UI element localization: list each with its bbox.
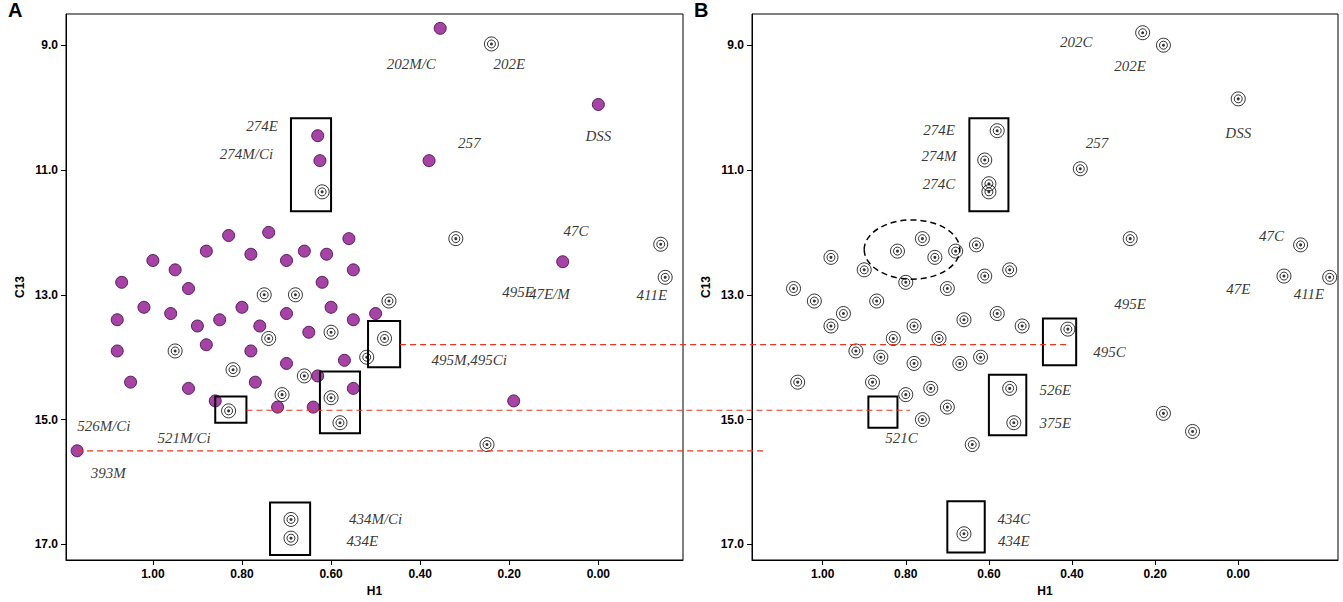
- svg-text:47E/M: 47E/M: [529, 286, 571, 302]
- svg-text:202C: 202C: [1060, 34, 1094, 50]
- svg-text:0.80: 0.80: [230, 567, 254, 581]
- svg-text:202E: 202E: [493, 56, 525, 72]
- svg-text:11.0: 11.0: [721, 163, 744, 177]
- svg-text:9.0: 9.0: [727, 38, 744, 52]
- svg-text:495C: 495C: [1093, 344, 1127, 360]
- svg-text:0.40: 0.40: [1060, 567, 1084, 581]
- svg-text:495M,495Ci: 495M,495Ci: [431, 352, 506, 368]
- svg-text:257: 257: [458, 135, 482, 151]
- svg-text:0.60: 0.60: [319, 567, 343, 581]
- svg-text:0.20: 0.20: [1143, 567, 1167, 581]
- svg-text:13.0: 13.0: [721, 288, 745, 302]
- svg-text:434E: 434E: [998, 533, 1030, 549]
- svg-text:274M: 274M: [922, 148, 959, 164]
- svg-text:526M/Ci: 526M/Ci: [77, 418, 130, 434]
- svg-text:393M: 393M: [90, 465, 128, 481]
- svg-text:434C: 434C: [998, 511, 1032, 527]
- svg-text:47C: 47C: [564, 223, 590, 239]
- svg-text:521M/Ci: 521M/Ci: [157, 430, 210, 446]
- svg-text:0.40: 0.40: [408, 567, 432, 581]
- svg-text:15.0: 15.0: [721, 413, 745, 427]
- svg-text:434E: 434E: [346, 533, 378, 549]
- svg-text:A: A: [8, 0, 22, 21]
- svg-text:B: B: [694, 0, 708, 21]
- svg-text:H1: H1: [1037, 584, 1053, 598]
- svg-text:0.00: 0.00: [587, 567, 611, 581]
- svg-text:274E: 274E: [923, 122, 955, 138]
- svg-text:274C: 274C: [923, 176, 957, 192]
- svg-text:17.0: 17.0: [35, 537, 59, 551]
- svg-text:0.80: 0.80: [894, 567, 918, 581]
- svg-text:521C: 521C: [885, 430, 919, 446]
- svg-text:257: 257: [1086, 135, 1110, 151]
- svg-text:17.0: 17.0: [721, 537, 745, 551]
- svg-text:C13: C13: [699, 276, 713, 298]
- svg-text:0.20: 0.20: [498, 567, 522, 581]
- svg-text:274E: 274E: [246, 118, 278, 134]
- svg-text:13.0: 13.0: [35, 288, 59, 302]
- svg-text:1.00: 1.00: [141, 567, 165, 581]
- svg-text:9.0: 9.0: [41, 38, 58, 52]
- svg-text:H1: H1: [367, 584, 383, 598]
- svg-text:47E: 47E: [1226, 281, 1250, 297]
- svg-text:202M/C: 202M/C: [387, 56, 437, 72]
- svg-text:495E: 495E: [1114, 296, 1146, 312]
- svg-text:495E: 495E: [502, 284, 534, 300]
- svg-text:C13: C13: [13, 276, 27, 298]
- svg-text:15.0: 15.0: [35, 413, 59, 427]
- svg-text:411E: 411E: [637, 287, 668, 303]
- svg-text:DSS: DSS: [1224, 125, 1251, 141]
- svg-text:434M/Ci: 434M/Ci: [349, 511, 402, 527]
- svg-text:526E: 526E: [1040, 382, 1072, 398]
- svg-text:DSS: DSS: [584, 128, 611, 144]
- svg-text:47C: 47C: [1259, 228, 1285, 244]
- svg-text:11.0: 11.0: [35, 163, 58, 177]
- svg-text:375E: 375E: [1039, 415, 1072, 431]
- svg-text:411E: 411E: [1294, 286, 1325, 302]
- svg-text:1.00: 1.00: [811, 567, 835, 581]
- svg-text:202E: 202E: [1114, 58, 1146, 74]
- svg-text:0.00: 0.00: [1227, 567, 1251, 581]
- svg-text:0.60: 0.60: [977, 567, 1001, 581]
- svg-text:274M/Ci: 274M/Ci: [220, 146, 273, 162]
